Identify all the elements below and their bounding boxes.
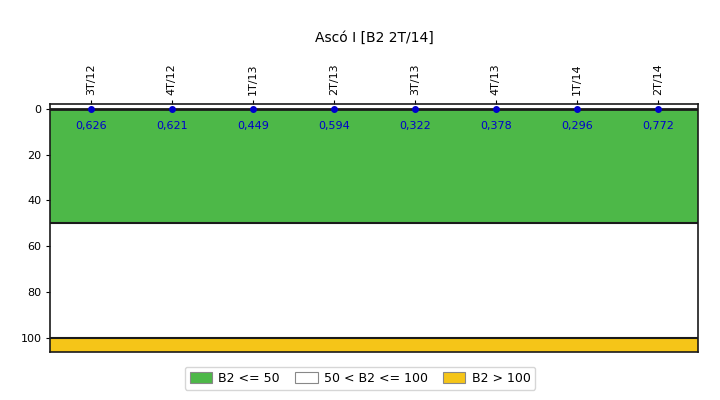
Text: 0,772: 0,772	[642, 121, 674, 131]
Text: 0,594: 0,594	[318, 121, 350, 131]
Bar	[50, 224, 698, 338]
Title: Ascó I [B2 2T/14]: Ascó I [B2 2T/14]	[315, 30, 433, 44]
Text: 0,296: 0,296	[561, 121, 593, 131]
Bar	[50, 108, 698, 224]
Bar	[50, 338, 698, 352]
Legend: B2 <= 50, 50 < B2 <= 100, B2 > 100: B2 <= 50, 50 < B2 <= 100, B2 > 100	[184, 367, 536, 390]
Text: 0,449: 0,449	[237, 121, 269, 131]
Text: 0,378: 0,378	[480, 121, 512, 131]
Text: 0,322: 0,322	[399, 121, 431, 131]
Text: 0,621: 0,621	[156, 121, 188, 131]
Text: 0,626: 0,626	[75, 121, 107, 131]
